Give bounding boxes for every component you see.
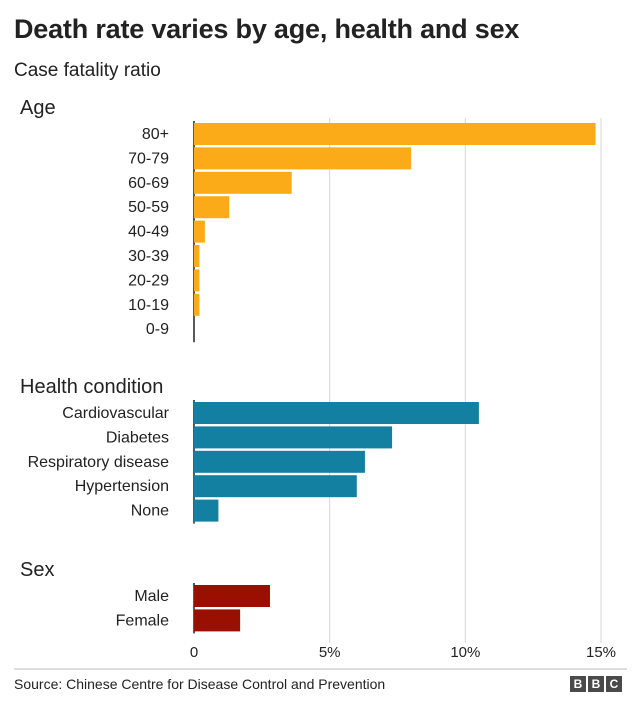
bar [194, 585, 270, 607]
category-label: 80+ [142, 126, 169, 143]
category-label: 50-59 [128, 199, 169, 216]
bar [194, 402, 479, 424]
bar [194, 245, 200, 267]
bbc-logo: B B C [570, 676, 622, 692]
bar [194, 475, 357, 498]
bar [194, 426, 393, 449]
bar [194, 293, 200, 316]
category-label: Respiratory disease [28, 454, 170, 471]
category-label: 70-79 [128, 150, 169, 167]
group-label: Health condition [20, 376, 163, 398]
bbc-logo-letter-2: B [588, 676, 604, 692]
chart-subtitle: Case fatality ratio [14, 60, 161, 81]
category-label: 40-49 [128, 224, 169, 241]
category-label: Cardiovascular [62, 405, 169, 422]
bar [194, 171, 292, 194]
group-label: Sex [20, 559, 54, 581]
source-note: Source: Chinese Centre for Disease Contr… [14, 676, 386, 692]
bbc-logo-letter-1: B [570, 676, 586, 692]
x-tick-label: 10% [450, 644, 480, 661]
category-label: None [131, 503, 169, 520]
group-label: Age [20, 97, 56, 119]
bar [194, 450, 365, 473]
category-label: Male [134, 588, 169, 605]
bar [194, 196, 230, 219]
category-label: 30-39 [128, 248, 169, 265]
x-tick-label: 0 [190, 644, 198, 661]
category-label: Female [116, 612, 169, 629]
x-tick-label: 15% [586, 644, 616, 661]
x-tick-label: 5% [319, 644, 341, 661]
category-label: 10-19 [128, 297, 169, 314]
bar [194, 609, 241, 632]
chart-title: Death rate varies by age, health and sex [14, 14, 520, 44]
bbc-logo-letter-3: C [606, 676, 622, 692]
category-label: 60-69 [128, 175, 169, 192]
bar [194, 147, 412, 170]
bar [194, 499, 219, 522]
bar [194, 269, 200, 292]
bar [194, 220, 205, 243]
category-label: 0-9 [146, 321, 169, 338]
category-label: 20-29 [128, 272, 169, 289]
category-label: Diabetes [106, 429, 169, 446]
bar [194, 123, 596, 145]
category-label: Hypertension [75, 478, 169, 495]
